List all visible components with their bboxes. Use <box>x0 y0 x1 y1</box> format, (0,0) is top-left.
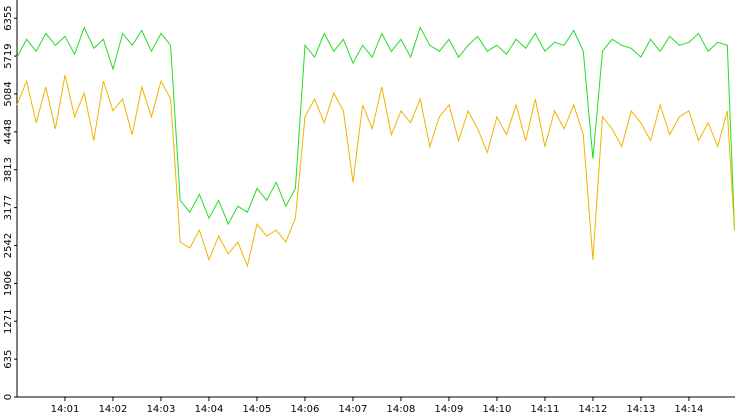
y-tick-label: 1271 <box>3 309 14 334</box>
x-tick-label: 14:01 <box>51 404 80 415</box>
x-tick-label: 14:06 <box>291 404 320 415</box>
y-tick-label: 6355 <box>3 5 14 30</box>
x-tick-label: 14:02 <box>99 404 128 415</box>
y-tick-label: 2542 <box>3 233 14 258</box>
x-tick-label: 14:10 <box>483 404 512 415</box>
y-tick-label: 3813 <box>3 157 14 182</box>
y-tick-label: 0 <box>3 394 14 400</box>
x-tick-label: 14:09 <box>435 404 464 415</box>
x-tick-label: 14:03 <box>147 404 176 415</box>
x-tick-label: 14:08 <box>387 404 416 415</box>
y-tick-label: 635 <box>3 350 14 369</box>
x-tick-label: 14:14 <box>675 404 704 415</box>
y-tick-label: 3177 <box>3 195 14 220</box>
y-tick-label: 5719 <box>3 43 14 68</box>
x-tick-label: 14:05 <box>243 404 272 415</box>
x-tick-label: 14:12 <box>579 404 608 415</box>
x-tick-label: 14:13 <box>627 404 656 415</box>
y-tick-label: 4448 <box>3 119 14 144</box>
y-tick-label: 5084 <box>3 81 14 106</box>
x-tick-label: 14:11 <box>531 404 560 415</box>
series-line <box>16 26 735 231</box>
x-tick-label: 14:04 <box>195 404 224 415</box>
y-tick-label: 1906 <box>3 271 14 296</box>
x-tick-label: 14:07 <box>339 404 368 415</box>
series-line <box>16 74 735 268</box>
